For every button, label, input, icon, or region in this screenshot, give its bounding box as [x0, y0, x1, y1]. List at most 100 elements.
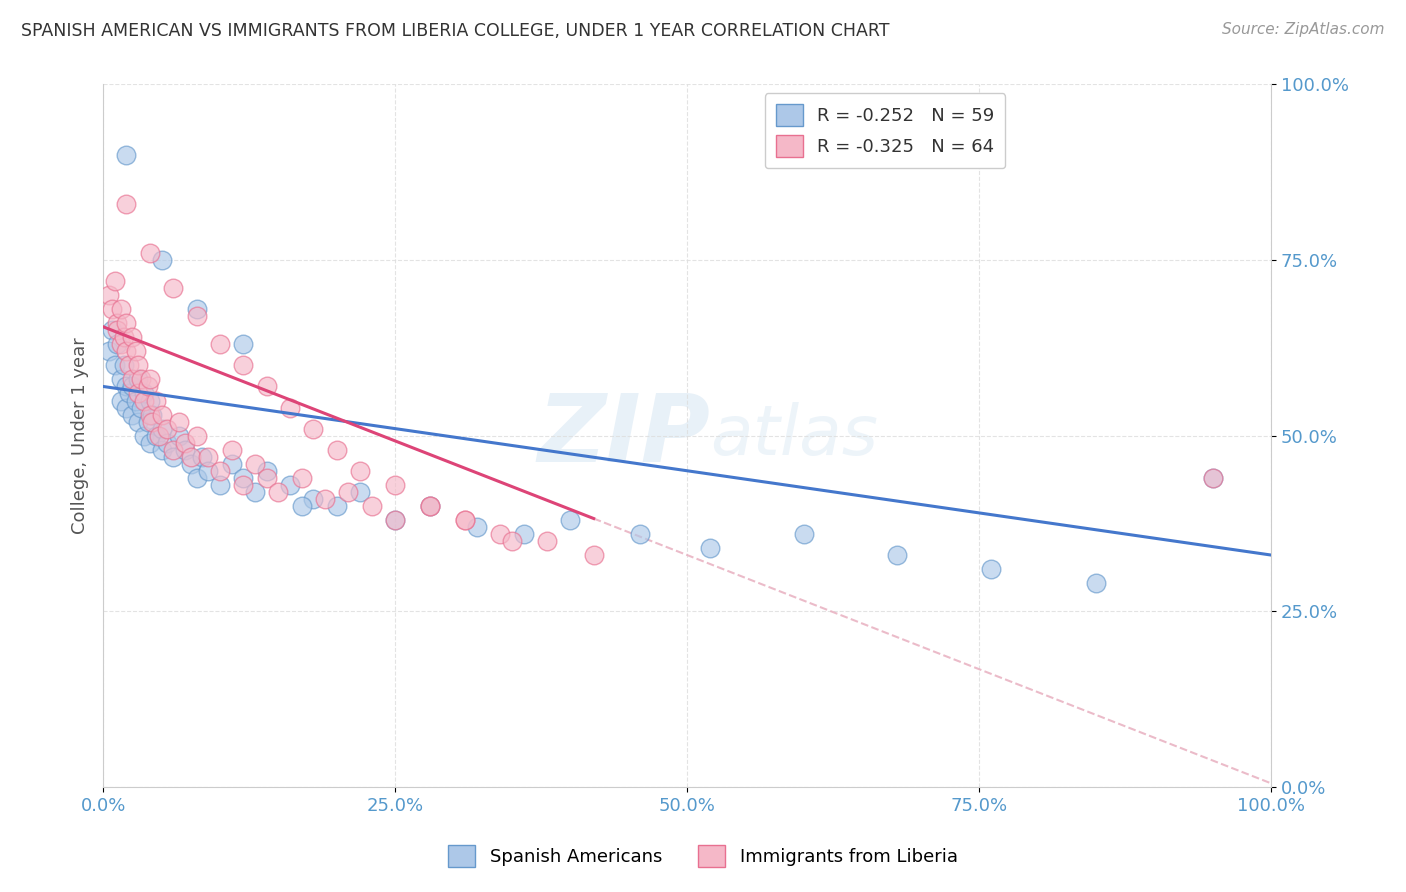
- Point: [278, 401, 301, 415]
- Point: [256, 471, 278, 485]
- Legend: R = -0.252   N = 59, R = -0.325   N = 64: R = -0.252 N = 59, R = -0.325 N = 64: [765, 94, 1005, 169]
- Point: [105, 316, 128, 330]
- Point: [156, 435, 179, 450]
- Point: [191, 450, 214, 464]
- Point: [127, 415, 149, 429]
- Point: [1202, 471, 1225, 485]
- Point: [980, 562, 1002, 576]
- Point: [186, 310, 208, 324]
- Point: [110, 372, 132, 386]
- Point: [110, 393, 132, 408]
- Point: [115, 147, 138, 161]
- Point: [454, 513, 477, 527]
- Point: [145, 393, 167, 408]
- Point: [104, 274, 127, 288]
- Point: [162, 281, 184, 295]
- Point: [115, 197, 138, 211]
- Text: ZIP: ZIP: [537, 390, 710, 482]
- Point: [98, 288, 121, 302]
- Point: [256, 464, 278, 478]
- Point: [118, 386, 141, 401]
- Point: [302, 422, 325, 436]
- Point: [115, 379, 138, 393]
- Point: [384, 478, 406, 492]
- Point: [349, 484, 371, 499]
- Point: [186, 428, 208, 442]
- Point: [384, 513, 406, 527]
- Point: [267, 484, 290, 499]
- Point: [105, 323, 128, 337]
- Point: [197, 464, 219, 478]
- Point: [145, 428, 167, 442]
- Point: [136, 379, 159, 393]
- Point: [139, 246, 162, 260]
- Point: [232, 359, 254, 373]
- Point: [101, 323, 124, 337]
- Point: [139, 393, 162, 408]
- Point: [186, 471, 208, 485]
- Point: [141, 415, 163, 429]
- Point: [360, 499, 382, 513]
- Point: [489, 527, 512, 541]
- Point: [628, 527, 651, 541]
- Point: [221, 442, 243, 457]
- Point: [127, 359, 149, 373]
- Point: [125, 344, 148, 359]
- Point: [112, 330, 135, 344]
- Point: [221, 457, 243, 471]
- Point: [150, 408, 173, 422]
- Point: [243, 484, 266, 499]
- Point: [419, 499, 441, 513]
- Point: [208, 478, 231, 492]
- Point: [232, 337, 254, 351]
- Point: [325, 499, 347, 513]
- Point: [501, 534, 523, 549]
- Point: [115, 316, 138, 330]
- Point: [127, 386, 149, 401]
- Point: [512, 527, 534, 541]
- Point: [454, 513, 477, 527]
- Point: [291, 499, 314, 513]
- Point: [560, 513, 582, 527]
- Point: [101, 302, 124, 317]
- Point: [112, 359, 135, 373]
- Point: [232, 471, 254, 485]
- Point: [173, 442, 195, 457]
- Point: [150, 422, 173, 436]
- Point: [141, 408, 163, 422]
- Point: [337, 484, 360, 499]
- Point: [314, 491, 336, 506]
- Point: [156, 422, 179, 436]
- Point: [232, 478, 254, 492]
- Point: [1202, 471, 1225, 485]
- Point: [148, 428, 170, 442]
- Point: [256, 379, 278, 393]
- Point: [699, 541, 721, 555]
- Point: [186, 302, 208, 317]
- Point: [110, 337, 132, 351]
- Point: [278, 478, 301, 492]
- Point: [110, 302, 132, 317]
- Point: [132, 386, 155, 401]
- Point: [167, 415, 190, 429]
- Point: [132, 428, 155, 442]
- Point: [105, 337, 128, 351]
- Y-axis label: College, Under 1 year: College, Under 1 year: [72, 337, 89, 534]
- Point: [132, 393, 155, 408]
- Point: [129, 372, 152, 386]
- Point: [793, 527, 815, 541]
- Point: [536, 534, 558, 549]
- Legend: Spanish Americans, Immigrants from Liberia: Spanish Americans, Immigrants from Liber…: [441, 838, 965, 874]
- Point: [243, 457, 266, 471]
- Point: [180, 450, 202, 464]
- Point: [197, 450, 219, 464]
- Point: [121, 330, 143, 344]
- Point: [136, 415, 159, 429]
- Point: [104, 359, 127, 373]
- Point: [465, 520, 488, 534]
- Text: Source: ZipAtlas.com: Source: ZipAtlas.com: [1222, 22, 1385, 37]
- Point: [384, 513, 406, 527]
- Point: [208, 337, 231, 351]
- Point: [118, 359, 141, 373]
- Point: [1084, 576, 1107, 591]
